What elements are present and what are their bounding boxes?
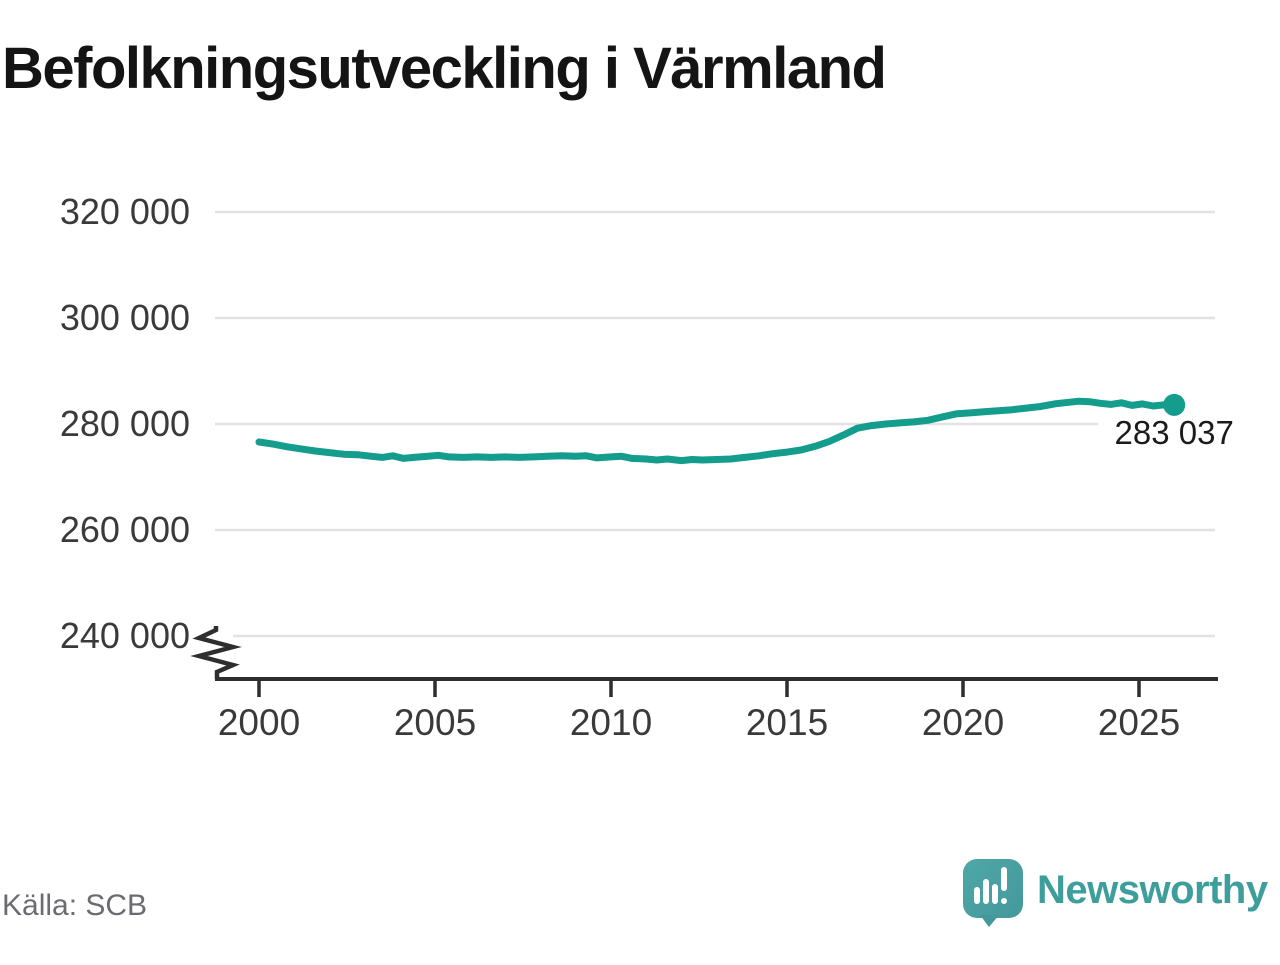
y-tick-label: 320 000 [60, 191, 190, 232]
source-label: Källa: SCB [2, 889, 148, 922]
x-tick-label: 2025 [1098, 702, 1180, 743]
latest-value-label: 283 037 [1115, 414, 1234, 451]
latest-value-label-bg [1098, 417, 1251, 450]
x-tick-label: 2015 [746, 702, 828, 743]
newsworthy-logo: Newsworthy [962, 856, 1274, 930]
latest-point-marker [1163, 393, 1186, 416]
y-tick-label: 260 000 [60, 509, 190, 550]
x-tick-label: 2010 [570, 702, 652, 743]
speech-bubble-chart-icon [963, 859, 1023, 927]
population-line [255, 397, 1178, 465]
newsworthy-logo-text: Newsworthy [1037, 867, 1268, 912]
y-tick-label: 240 000 [60, 615, 190, 656]
x-tick-label: 2000 [218, 702, 300, 743]
y-tick-label: 280 000 [60, 403, 190, 444]
chart-title: Befolkningsutveckling i Värmland [2, 36, 887, 101]
x-tick-label: 2005 [394, 702, 476, 743]
axis-break-icon [190, 626, 242, 679]
y-tick-label: 300 000 [60, 297, 190, 338]
x-tick-label: 2020 [922, 702, 1004, 743]
newsworthy-logo-icon [962, 858, 1024, 928]
